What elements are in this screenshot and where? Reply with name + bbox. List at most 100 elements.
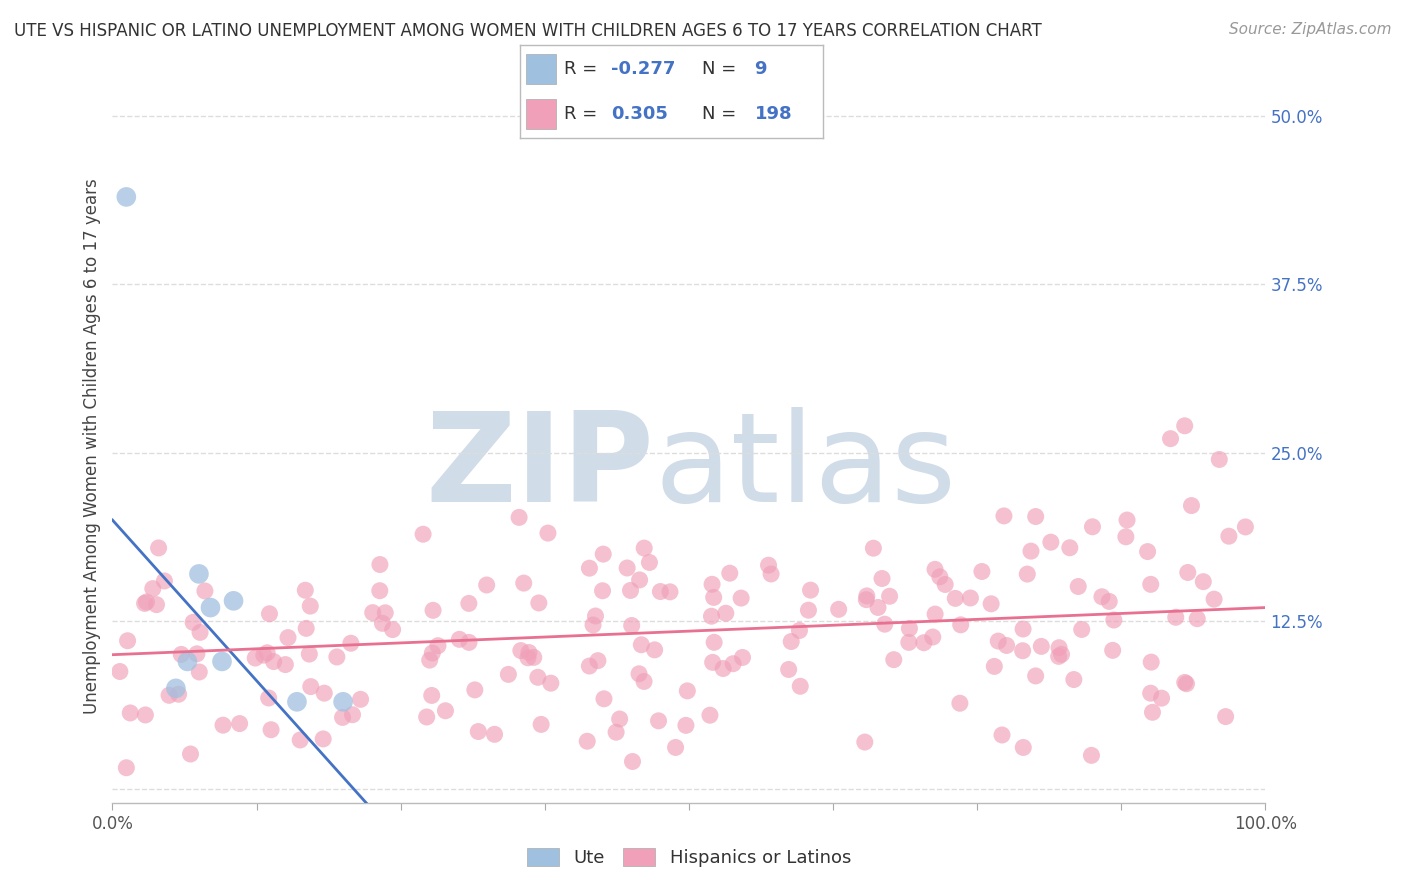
Point (1047, 649, 1070, 664)
Point (659, 585, 682, 599)
Text: R =: R = (564, 60, 603, 78)
Point (949, 696, 972, 710)
Point (211, 655, 233, 669)
Point (449, 632, 471, 647)
Point (1091, 590, 1114, 604)
Point (145, 598, 167, 612)
Text: atlas: atlas (654, 407, 956, 528)
Point (148, 541, 170, 555)
Point (285, 695, 308, 709)
Point (827, 602, 849, 616)
Point (912, 636, 935, 650)
Point (1136, 544, 1159, 558)
Point (628, 666, 651, 681)
Point (778, 663, 800, 677)
Point (621, 755, 644, 769)
Point (340, 636, 363, 650)
Point (332, 710, 354, 724)
Point (259, 607, 281, 621)
Point (1204, 592, 1226, 607)
Point (1215, 709, 1237, 723)
Point (349, 692, 371, 706)
Point (371, 616, 394, 631)
Text: 9: 9 (755, 60, 768, 78)
Point (576, 734, 599, 748)
Point (467, 724, 489, 739)
Point (1070, 623, 1092, 637)
Point (294, 583, 316, 598)
Point (718, 566, 741, 581)
Point (1174, 675, 1197, 690)
Point (368, 558, 391, 572)
Point (1180, 499, 1202, 513)
Point (619, 583, 641, 598)
Point (115, 190, 138, 204)
Point (1174, 418, 1197, 433)
Point (517, 646, 540, 660)
Point (458, 635, 481, 649)
Point (1012, 740, 1035, 755)
Point (980, 597, 1002, 611)
Point (1102, 613, 1125, 627)
Point (870, 572, 893, 586)
Point (628, 573, 651, 587)
Point (703, 591, 725, 605)
Point (374, 606, 396, 620)
Point (186, 647, 208, 661)
Point (585, 609, 607, 624)
Point (633, 541, 655, 555)
Point (873, 617, 896, 632)
Point (1039, 535, 1062, 549)
Point (142, 582, 165, 596)
Point (295, 621, 318, 635)
Point (1192, 574, 1215, 589)
Point (120, 706, 142, 720)
Point (1047, 640, 1070, 655)
Point (721, 657, 744, 671)
Point (277, 631, 299, 645)
Point (970, 565, 993, 579)
Point (883, 653, 905, 667)
Point (188, 625, 211, 640)
Text: Source: ZipAtlas.com: Source: ZipAtlas.com (1229, 22, 1392, 37)
Point (326, 649, 349, 664)
Y-axis label: Unemployment Among Women with Children Ages 6 to 17 years: Unemployment Among Women with Children A… (83, 178, 101, 714)
Point (853, 735, 876, 749)
Point (898, 622, 921, 636)
Point (1140, 655, 1163, 669)
Point (1017, 567, 1039, 582)
Point (789, 679, 811, 693)
Point (1025, 509, 1047, 524)
Point (200, 600, 222, 615)
Point (508, 510, 530, 524)
Point (1050, 648, 1073, 662)
Point (115, 761, 138, 775)
Point (422, 603, 444, 617)
Point (928, 570, 950, 584)
Point (1139, 686, 1161, 700)
Point (426, 639, 449, 653)
Point (1208, 452, 1230, 467)
Point (1234, 520, 1257, 534)
Point (117, 633, 139, 648)
Point (157, 688, 180, 702)
Point (987, 634, 1010, 648)
Point (135, 595, 157, 609)
Point (638, 556, 661, 570)
Point (165, 681, 187, 696)
Point (616, 561, 638, 575)
Point (181, 615, 204, 630)
Point (759, 566, 782, 581)
Point (1019, 544, 1042, 558)
Point (630, 638, 652, 652)
Point (176, 655, 198, 669)
Point (578, 561, 600, 575)
Point (188, 566, 211, 581)
Point (517, 650, 540, 665)
Point (1101, 643, 1123, 657)
Point (856, 589, 879, 603)
Text: 0.305: 0.305 (612, 105, 668, 123)
Point (530, 717, 553, 731)
Point (714, 606, 737, 620)
Point (212, 718, 235, 732)
